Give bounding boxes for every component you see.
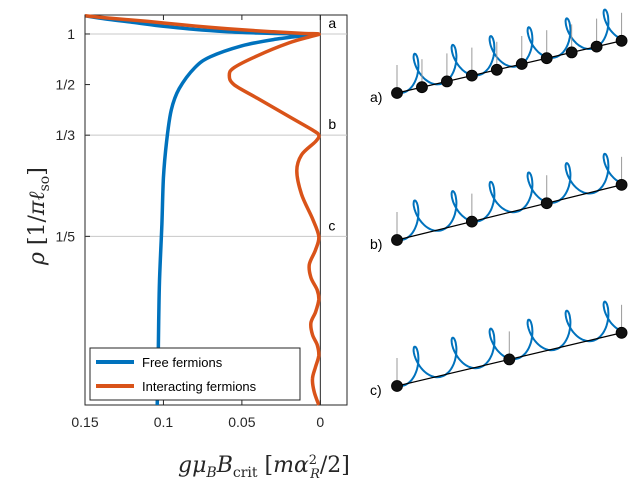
point-markers: a b c: [328, 15, 336, 233]
series-free-fermions: [84, 14, 318, 406]
atom-marker: [416, 81, 428, 94]
helix-panel-b: b): [370, 152, 628, 252]
y-axis-label: ρ [1/πℓso]: [25, 167, 53, 266]
atom-marker: [615, 34, 628, 47]
panel-label: a): [370, 89, 382, 105]
x-tick-label: 0.05: [228, 414, 255, 430]
legend-label-free: Free fermions: [142, 355, 223, 370]
helix-panel-a: a): [370, 8, 628, 105]
x-axis-ticks: 0.15 0.1 0.05 0: [71, 15, 324, 430]
atom-marker: [490, 63, 503, 76]
plot-frame: [84, 14, 348, 406]
atom-marker: [465, 215, 478, 228]
atom-marker: [465, 69, 478, 82]
atom-marker: [615, 326, 628, 339]
marker-label-c: c: [328, 217, 335, 233]
x-tick-label: 0.1: [154, 414, 174, 430]
atom-marker: [391, 87, 403, 99]
panel-label: b): [370, 236, 382, 252]
y-tick-label: 1: [67, 26, 75, 42]
atom-marker: [391, 234, 403, 246]
helix-axis: [396, 39, 626, 94]
legend: Free fermions Interacting fermions: [89, 347, 301, 401]
atom-marker: [540, 52, 553, 65]
helix-panel-c: c): [370, 300, 628, 398]
legend-label-interacting: Interacting fermions: [142, 379, 257, 394]
helix-curve: [396, 152, 626, 242]
plot-area: a b c 0.15 0.1 0.05 0 1 1/2 1/3 1/5 Free fermion…: [56, 14, 348, 430]
series-layer: [84, 14, 321, 406]
atom-marker: [391, 380, 403, 392]
helix-curve: [396, 8, 626, 95]
legend-box: [89, 347, 301, 401]
marker-label-b: b: [328, 116, 336, 132]
helix-curve: [396, 300, 626, 388]
y-axis-ticks: 1 1/2 1/3 1/5: [56, 26, 90, 244]
series-interacting-fermions: [84, 14, 321, 406]
atom-marker: [565, 46, 578, 59]
atom-marker: [441, 75, 453, 88]
marker-label-a: a: [328, 15, 336, 31]
x-tick-label: 0: [316, 414, 324, 430]
y-tick-label: 1/3: [56, 127, 76, 143]
helix-panels: a) b) c): [370, 8, 628, 398]
atom-marker: [590, 40, 603, 53]
y-tick-label: 1/5: [56, 228, 76, 244]
y-tick-label: 1/2: [56, 77, 76, 93]
x-axis-label: gμBBcrit [mα2 R/2]: [178, 453, 350, 478]
atom-marker: [615, 178, 628, 191]
panel-label: c): [370, 382, 382, 398]
atom-marker: [540, 197, 553, 210]
x-tick-label: 0.15: [71, 414, 98, 430]
helix-axis: [396, 183, 626, 241]
atom-marker: [515, 58, 528, 70]
atom-marker: [503, 353, 516, 366]
